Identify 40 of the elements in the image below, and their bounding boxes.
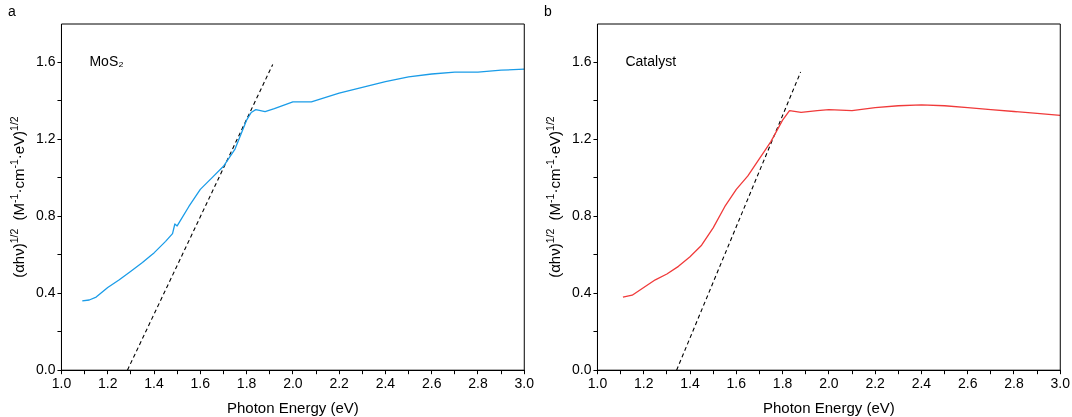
x-tick-label: 2.0 (819, 375, 839, 392)
x-tick-label: 2.6 (421, 375, 442, 392)
y-tick-label: 1.2 (571, 130, 592, 147)
y-tick-label: 0.8 (571, 207, 592, 224)
y-tick-label: 1.6 (571, 53, 592, 70)
x-tick-label: 2.4 (375, 375, 396, 392)
y-tick-label: 0.4 (571, 284, 592, 301)
x-tick-label: 3.0 (514, 375, 535, 392)
x-tick-label: 1.4 (144, 375, 164, 392)
y-axis-title: (αhν)1/2 (M-1·cm-1·eV)1/2 (8, 116, 27, 278)
x-tick-label: 2.0 (283, 375, 303, 392)
x-axis-title: Photon Energy (eV) (227, 399, 359, 416)
x-tick-label: 1.2 (634, 375, 654, 392)
x-tick-label: 3.0 (1050, 375, 1071, 392)
x-tick-label: 1.6 (190, 375, 211, 392)
x-tick-label: 1.0 (51, 375, 72, 392)
y-tick-label: 0.0 (571, 361, 592, 378)
x-tick-label: 1.4 (680, 375, 700, 392)
x-tick-label: 1.8 (772, 375, 793, 392)
y-axis-title: (αhν)1/2 (M-1·cm-1·eV)1/2 (544, 116, 563, 278)
x-tick-label: 1.8 (236, 375, 257, 392)
x-tick-label: 1.6 (726, 375, 747, 392)
x-tick-label: 1.0 (587, 375, 608, 392)
chart-title: b (544, 3, 552, 19)
y-tick-label: 0.0 (35, 361, 56, 378)
chart-title: a (8, 3, 16, 19)
x-tick-label: 2.4 (911, 375, 932, 392)
x-tick-label: 2.2 (865, 375, 886, 392)
y-tick-label: 0.4 (35, 284, 56, 301)
x-tick-label: 2.8 (1004, 375, 1024, 392)
x-axis-title: Photon Energy (eV) (763, 399, 895, 416)
x-tick-label: 2.8 (468, 375, 488, 392)
annotation: MoS₂ (89, 53, 124, 69)
y-tick-label: 1.2 (35, 130, 56, 147)
y-tick-label: 0.8 (35, 207, 56, 224)
y-tick-label: 1.6 (35, 53, 56, 70)
x-tick-label: 1.2 (98, 375, 118, 392)
x-tick-label: 2.6 (957, 375, 978, 392)
x-tick-label: 2.2 (329, 375, 350, 392)
annotation: Catalyst (625, 53, 677, 69)
